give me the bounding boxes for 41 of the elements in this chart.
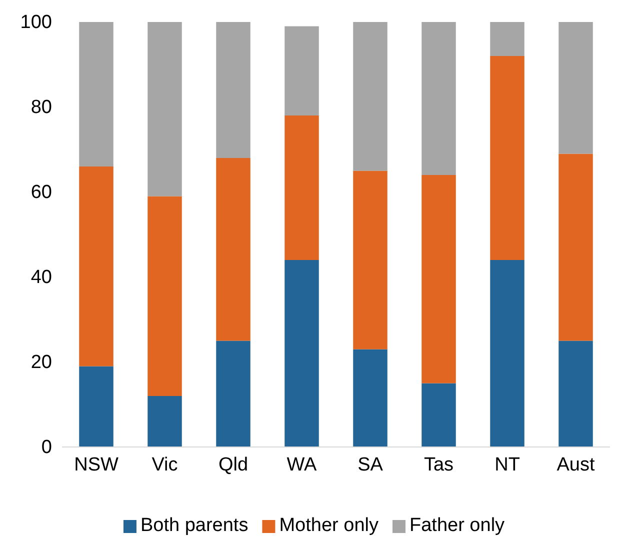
- x-tick-label: Vic: [152, 454, 178, 476]
- bar: [79, 22, 114, 166]
- bar: [284, 116, 319, 260]
- bar: [490, 56, 524, 260]
- bar: [284, 260, 319, 447]
- legend-label: Father only: [409, 515, 506, 536]
- y-tick-label: 80: [30, 97, 52, 118]
- bar: [490, 22, 524, 56]
- bar: [422, 383, 456, 447]
- x-tick-label: NT: [494, 454, 520, 476]
- x-tick-label: WA: [286, 454, 318, 476]
- y-tick-label: 60: [30, 182, 52, 204]
- bar: [558, 22, 593, 154]
- bar: [148, 396, 182, 447]
- x-tick-label: Qld: [218, 454, 248, 476]
- bar: [79, 366, 114, 447]
- x-tick-label: Tas: [424, 454, 454, 476]
- bar: [422, 175, 456, 384]
- bar: [353, 349, 388, 447]
- bar: [284, 26, 319, 116]
- x-tick-label: SA: [358, 454, 384, 476]
- bar: [422, 22, 456, 175]
- bar: [558, 340, 593, 447]
- bar: [148, 22, 182, 196]
- y-tick-label: 40: [30, 267, 52, 288]
- bar: [216, 340, 250, 447]
- bar: [558, 154, 593, 341]
- bar: [353, 22, 388, 171]
- legend-label: Both parents: [140, 515, 248, 536]
- bar: [490, 260, 524, 447]
- y-tick-label: 100: [20, 12, 52, 34]
- bar: [148, 196, 182, 396]
- y-tick-label: 20: [30, 352, 52, 374]
- x-tick-label: NSW: [74, 454, 118, 476]
- bar: [216, 22, 250, 158]
- y-tick-label: 0: [41, 437, 52, 458]
- bar: [79, 166, 114, 366]
- bar: [353, 170, 388, 350]
- bar: [216, 158, 250, 341]
- x-tick-label: Aust: [556, 454, 596, 476]
- legend-label: Mother only: [279, 515, 379, 536]
